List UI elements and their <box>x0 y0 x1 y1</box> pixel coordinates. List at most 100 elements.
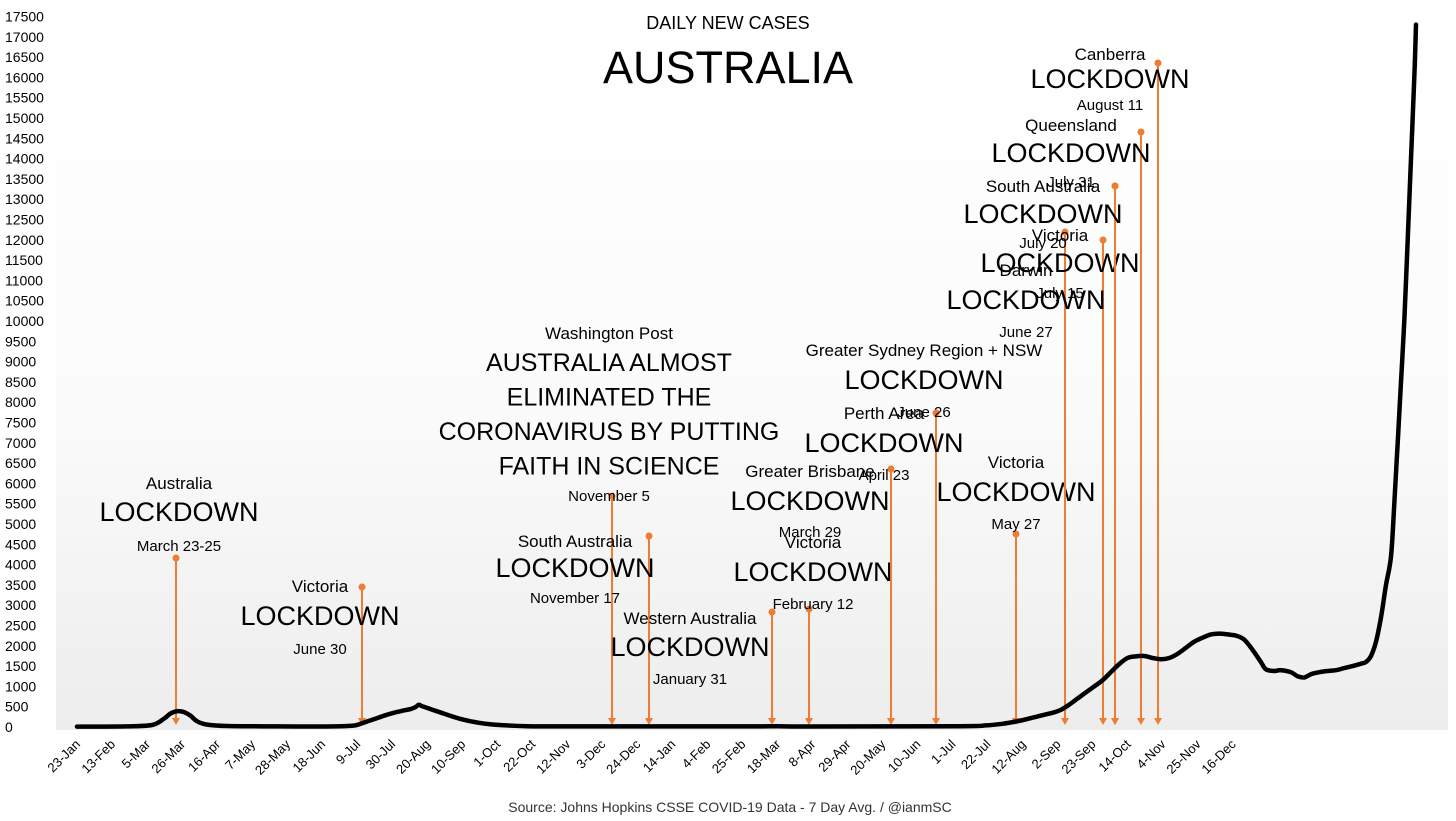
annotation-marker <box>887 465 895 473</box>
x-tick-label: 13-Feb <box>78 737 118 777</box>
annotation-marker <box>1099 236 1107 244</box>
annotation-marker <box>645 532 653 540</box>
annotation-date: July 20 <box>1019 235 1067 252</box>
annotation-marker <box>358 583 366 591</box>
annotation-marker <box>768 608 776 616</box>
y-tick-label: 15000 <box>5 110 44 126</box>
annotation-date: May 27 <box>991 516 1040 533</box>
annotation-marker <box>608 492 616 500</box>
annotation-region: Greater Brisbane <box>745 462 874 481</box>
annotation-marker <box>932 409 940 417</box>
x-tick-label: 18-Jun <box>290 737 329 776</box>
annotation-date: April 23 <box>859 467 910 484</box>
y-tick-label: 7500 <box>5 415 36 431</box>
annotation-arrowhead <box>1099 718 1107 725</box>
annotation-date: February 12 <box>773 596 854 613</box>
annotation-region: Darwin <box>1000 261 1053 280</box>
annotation-lockdown-label: LOCKDOWN <box>610 632 769 662</box>
annotation-arrowhead <box>932 718 940 725</box>
y-tick-label: 500 <box>5 699 29 715</box>
annotation-region: South Australia <box>518 532 633 551</box>
y-tick-label: 13500 <box>5 171 44 187</box>
chart-subtitle: DAILY NEW CASES <box>646 13 809 33</box>
annotation-lockdown-label: LOCKDOWN <box>991 138 1150 168</box>
x-tick-label: 24-Dec <box>603 736 644 777</box>
annotation-lockdown-label: LOCKDOWN <box>936 477 1095 507</box>
annotation-arrowhead <box>172 718 180 725</box>
annotation-marker <box>1012 530 1020 538</box>
x-tick-label: 9-Jul <box>333 736 364 767</box>
x-tick-label: 25-Nov <box>1163 736 1204 777</box>
x-tick-label: 12-Nov <box>533 736 574 777</box>
annotation-region: Victoria <box>785 533 842 552</box>
x-tick-label: 14-Oct <box>1095 736 1133 774</box>
annotation-date: November 17 <box>530 590 620 607</box>
source-note: Source: Johns Hopkins CSSE COVID-19 Data… <box>508 799 951 815</box>
x-tick-label: 10-Sep <box>428 737 468 777</box>
annotation-date: January 31 <box>653 671 727 688</box>
y-tick-label: 13000 <box>5 191 44 207</box>
x-tick-label: 10-Jun <box>885 737 924 776</box>
x-tick-label: 28-May <box>252 736 294 778</box>
annotation-arrowhead <box>608 718 616 725</box>
x-tick-label: 23-Sep <box>1058 737 1098 777</box>
x-tick-label: 1-Jul <box>928 736 959 767</box>
y-tick-label: 14500 <box>5 130 44 146</box>
y-tick-label: 10500 <box>5 293 44 309</box>
x-tick-label: 20-May <box>847 736 889 778</box>
y-tick-label: 2500 <box>5 618 36 634</box>
annotation-region: Perth Area <box>844 404 925 423</box>
y-tick-label: 2000 <box>5 638 36 654</box>
annotation-date: November 5 <box>568 488 650 505</box>
x-tick-label: 22-Oct <box>500 736 538 774</box>
annotation-headline-line: ELIMINATED THE <box>507 384 712 412</box>
y-axis: 0 500 1000 1500 2000 2500 3000 3500 4000 4500 5000… <box>5 9 44 736</box>
y-tick-label: 12500 <box>5 212 44 228</box>
annotation-marker <box>1061 228 1069 236</box>
annotation-marker <box>1137 128 1145 136</box>
annotation-arrowhead <box>805 718 813 725</box>
y-tick-label: 3000 <box>5 597 36 613</box>
annotation-region: Greater Sydney Region + NSW <box>806 341 1043 360</box>
annotation-marker <box>805 605 813 613</box>
annotation-lockdown-label: LOCKDOWN <box>99 497 258 527</box>
y-tick-label: 5000 <box>5 516 36 532</box>
annotation-lockdown-label: LOCKDOWN <box>980 248 1139 278</box>
x-tick-label: 1-Oct <box>470 736 503 769</box>
y-tick-label: 7000 <box>5 435 36 451</box>
x-tick-label: 20-Aug <box>393 737 433 777</box>
x-tick-label: 16-Apr <box>185 736 224 775</box>
chart-title: AUSTRALIA <box>603 42 853 93</box>
annotation-arrowhead <box>645 718 653 725</box>
y-tick-label: 15500 <box>5 90 44 106</box>
annotation-arrowhead <box>768 718 776 725</box>
y-tick-label: 17000 <box>5 29 44 45</box>
x-tick-label: 18-Mar <box>744 736 784 776</box>
y-tick-label: 0 <box>5 719 13 735</box>
annotation-lockdown-label: LOCKDOWN <box>1030 64 1189 94</box>
y-tick-label: 11500 <box>5 252 43 268</box>
annotation-headline-line: FAITH IN SCIENCE <box>499 453 720 481</box>
annotation-date: August 11 <box>1077 97 1143 114</box>
annotation-date: June 27 <box>999 324 1052 341</box>
y-tick-label: 4500 <box>5 536 36 552</box>
annotation-region: Victoria <box>292 577 349 596</box>
annotation-arrowhead <box>887 718 895 725</box>
annotation-region: Canberra <box>1075 45 1146 64</box>
series <box>74 22 1419 729</box>
y-tick-label: 3500 <box>5 577 36 593</box>
y-tick-label: 14000 <box>5 151 44 167</box>
x-tick-label: 16-Dec <box>1198 736 1239 777</box>
y-tick-label: 9500 <box>5 333 36 349</box>
annotation-region: Victoria <box>988 453 1045 472</box>
annotation-lockdown-label: LOCKDOWN <box>946 285 1105 315</box>
annotation-date: June 30 <box>293 641 346 658</box>
x-tick-label: 26-Mar <box>148 736 188 776</box>
annotation-region: South Australia <box>986 177 1101 196</box>
y-tick-label: 8000 <box>5 394 36 410</box>
annotation-date: July 15 <box>1036 285 1084 302</box>
y-tick-label: 4000 <box>5 557 36 573</box>
